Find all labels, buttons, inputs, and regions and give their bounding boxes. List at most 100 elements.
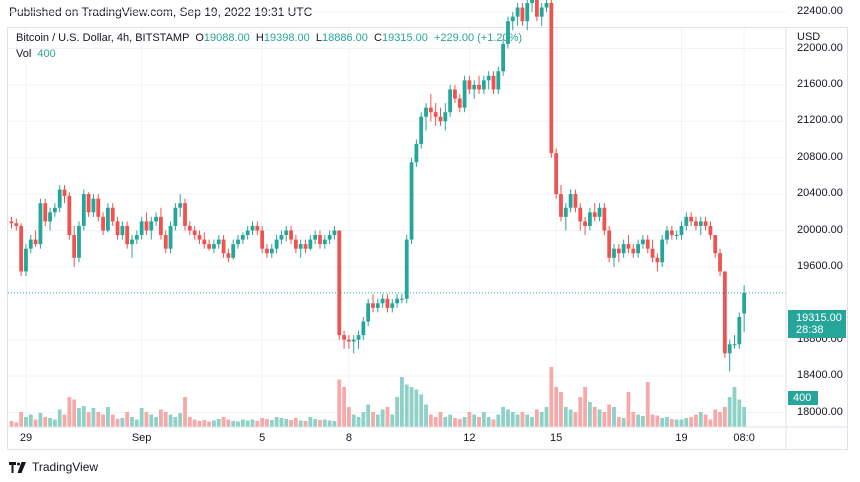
volume-bar xyxy=(732,387,737,427)
volume-bar xyxy=(313,419,318,427)
candle-body xyxy=(236,239,240,245)
candle-body xyxy=(390,303,395,308)
candle-body xyxy=(250,225,255,231)
volume-bar xyxy=(19,412,24,427)
candle-body xyxy=(655,257,660,263)
volume-bar xyxy=(351,414,356,427)
volume-bar xyxy=(91,408,96,427)
volume-bar xyxy=(318,420,322,427)
candle-body xyxy=(260,230,265,249)
tradingview-brand[interactable]: TradingView xyxy=(9,460,98,474)
volume-bar xyxy=(708,419,713,427)
volume-bar xyxy=(298,420,303,427)
volume-bar xyxy=(240,419,245,427)
candle-body xyxy=(318,235,322,245)
candle-body xyxy=(168,225,173,249)
time-tick-label: 08:0 xyxy=(733,432,755,444)
candle-body xyxy=(144,221,149,231)
volume-bar xyxy=(144,412,149,427)
candle-body xyxy=(86,194,91,213)
volume-bar xyxy=(197,421,202,427)
volume-bar xyxy=(520,412,525,427)
volume-bar xyxy=(616,417,621,427)
volume-bar xyxy=(221,417,226,427)
candle-body xyxy=(534,0,539,17)
candle-body xyxy=(506,21,510,44)
candle-body xyxy=(438,116,443,122)
volume-bar xyxy=(578,397,583,427)
candle-body xyxy=(9,221,14,224)
volume-bar xyxy=(245,420,250,427)
candle-body xyxy=(159,216,163,236)
candle-body xyxy=(183,203,187,226)
candle-body xyxy=(443,112,448,122)
volume-bar xyxy=(130,417,134,427)
volume-bar xyxy=(293,418,298,427)
volume-bar xyxy=(279,418,284,427)
volume-bar xyxy=(289,420,293,427)
time-tick-label: 8 xyxy=(345,432,352,444)
volume-bar xyxy=(530,417,534,427)
candle-body xyxy=(395,298,399,304)
volume-bar xyxy=(385,407,390,427)
candle-body xyxy=(515,7,520,17)
candle-body xyxy=(409,162,414,240)
candle-body xyxy=(212,244,216,249)
candle-body xyxy=(568,194,573,208)
candle-body xyxy=(385,298,390,308)
volume-bar xyxy=(510,412,515,427)
ohlc-low: L18886.00 xyxy=(315,32,368,44)
volume-bar xyxy=(187,417,192,427)
candle-body xyxy=(130,239,134,245)
last-price-badge: 19315.00 28:38 xyxy=(788,310,846,338)
volume-bar xyxy=(660,418,665,427)
price-tick-label: 18000.00 xyxy=(797,405,843,418)
volume-bar xyxy=(125,412,130,427)
volume-bar xyxy=(212,420,216,427)
candle-body xyxy=(457,98,462,108)
candle-body xyxy=(641,239,645,245)
candle-body xyxy=(163,235,168,249)
volume-bar xyxy=(645,382,650,427)
price-tick-label: 22400.00 xyxy=(797,5,843,18)
candle-body xyxy=(573,194,578,208)
volume-bar xyxy=(602,412,607,427)
volume-bar xyxy=(506,409,510,427)
candle-body xyxy=(62,189,67,196)
volume-bar xyxy=(332,421,337,427)
candle-body xyxy=(173,207,178,226)
symbol-name[interactable]: Bitcoin / U.S. Dollar, 4h, BITSTAMP xyxy=(16,32,190,44)
volume-legend: Vol 400 xyxy=(16,48,56,60)
candle-body xyxy=(342,335,346,340)
volume-bar xyxy=(154,417,158,427)
candle-body xyxy=(539,7,544,17)
candle-body xyxy=(669,230,674,236)
candle-body xyxy=(428,107,433,113)
time-tick-label: Sep xyxy=(131,432,152,444)
candle-body xyxy=(81,194,86,226)
volume-bar xyxy=(361,412,366,427)
candle-body xyxy=(491,75,496,90)
candle-body xyxy=(24,248,28,272)
candle-body xyxy=(607,230,612,258)
candle-body xyxy=(549,3,554,154)
candle-body xyxy=(202,239,207,245)
candle-body xyxy=(178,203,183,208)
candle-body xyxy=(293,239,298,249)
volume-bar xyxy=(395,397,399,427)
candle-body xyxy=(419,116,424,145)
volume-bar xyxy=(322,419,327,427)
candle-body xyxy=(19,225,24,272)
volume-bar xyxy=(106,407,110,427)
candle-body xyxy=(462,80,467,108)
candle-body xyxy=(737,316,742,345)
candle-body xyxy=(424,107,428,117)
volume-bar xyxy=(342,387,346,427)
candle-body xyxy=(679,225,684,236)
volume-bar xyxy=(149,414,154,427)
candle-body xyxy=(101,216,105,231)
volume-bar xyxy=(260,418,265,427)
candle-body xyxy=(327,235,332,240)
candle-body xyxy=(371,303,375,308)
